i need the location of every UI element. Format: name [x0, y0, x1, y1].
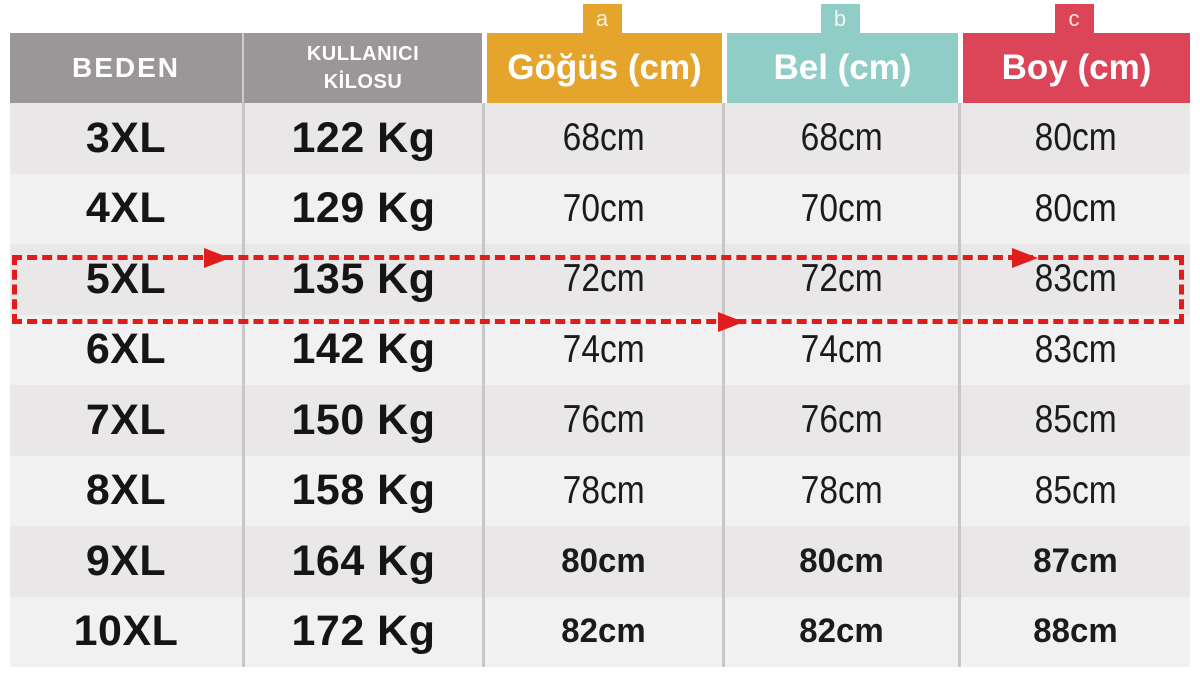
chest-cell: 74cm: [482, 314, 722, 385]
chest-cell: 80cm: [482, 526, 722, 597]
weight-cell: 158 Kg: [242, 455, 482, 526]
table-row: 3XL 122 Kg 68cm 68cm 80cm: [10, 103, 1190, 174]
header-user-weight: KULLANICI KİLOSU: [242, 33, 482, 103]
marker-a-slot: a: [482, 4, 722, 33]
length-cell: 85cm: [958, 385, 1190, 456]
header-waist: Bel (cm): [722, 33, 958, 103]
chest-cell: 68cm: [482, 103, 722, 174]
waist-cell: 72cm: [722, 244, 958, 315]
size-cell: 9XL: [85, 536, 167, 585]
waist-cell: 76cm: [722, 385, 958, 456]
waist-cell: 80cm: [722, 526, 958, 597]
waist-cell: 74cm: [722, 314, 958, 385]
table-body: 3XL 122 Kg 68cm 68cm 80cm 4XL 129 Kg 70c…: [10, 103, 1190, 667]
column-marker-row: a b c: [10, 4, 1190, 33]
table-row: 4XL 129 Kg 70cm 70cm 80cm: [10, 173, 1190, 244]
size-chart-table: a b c BEDEN KULLANICI KİLOSU Göğüs (cm) …: [10, 0, 1190, 667]
marker-b-slot: b: [722, 4, 958, 33]
chest-cell: 72cm: [482, 244, 722, 315]
waist-cell: 70cm: [722, 173, 958, 244]
table-row: 6XL 142 Kg 74cm 74cm 83cm: [10, 314, 1190, 385]
chest-cell: 82cm: [482, 596, 722, 667]
header-size: BEDEN: [10, 33, 242, 103]
header-chest: Göğüs (cm): [482, 33, 722, 103]
size-cell: 10XL: [73, 607, 179, 656]
marker-a-tab: a: [582, 4, 622, 33]
length-cell: 88cm: [958, 596, 1190, 667]
size-cell: 6XL: [85, 325, 167, 374]
table-row: 5XL 135 Kg 72cm 72cm 83cm: [10, 244, 1190, 315]
weight-cell: 150 Kg: [242, 385, 482, 456]
length-cell: 80cm: [958, 173, 1190, 244]
table-row: 10XL 172 Kg 82cm 82cm 88cm: [10, 596, 1190, 667]
chest-cell: 78cm: [482, 455, 722, 526]
size-cell: 8XL: [85, 466, 167, 515]
weight-cell: 172 Kg: [242, 596, 482, 667]
table-header-row: BEDEN KULLANICI KİLOSU Göğüs (cm) Bel (c…: [10, 33, 1190, 103]
marker-c-tab: c: [1054, 4, 1094, 33]
size-cell: 5XL: [85, 254, 167, 303]
header-length: Boy (cm): [958, 33, 1190, 103]
waist-cell: 68cm: [722, 103, 958, 174]
size-cell: 7XL: [85, 395, 167, 444]
length-cell: 87cm: [958, 526, 1190, 597]
waist-cell: 78cm: [722, 455, 958, 526]
table-row: 9XL 164 Kg 80cm 80cm 87cm: [10, 526, 1190, 597]
table-row: 8XL 158 Kg 78cm 78cm 85cm: [10, 455, 1190, 526]
marker-a-label: a: [595, 5, 609, 31]
weight-cell: 129 Kg: [242, 173, 482, 244]
size-cell: 3XL: [85, 113, 167, 162]
marker-b-tab: b: [820, 4, 860, 33]
marker-c-label: c: [1068, 5, 1080, 31]
table-row: 7XL 150 Kg 76cm 76cm 85cm: [10, 385, 1190, 456]
marker-b-label: b: [833, 5, 847, 31]
length-cell: 83cm: [958, 314, 1190, 385]
waist-cell: 82cm: [722, 596, 958, 667]
chest-cell: 76cm: [482, 385, 722, 456]
length-cell: 85cm: [958, 455, 1190, 526]
weight-cell: 122 Kg: [242, 103, 482, 174]
size-cell: 4XL: [85, 184, 167, 233]
weight-cell: 164 Kg: [242, 526, 482, 597]
weight-cell: 135 Kg: [242, 244, 482, 315]
weight-cell: 142 Kg: [242, 314, 482, 385]
length-cell: 80cm: [958, 103, 1190, 174]
length-cell: 83cm: [958, 244, 1190, 315]
chest-cell: 70cm: [482, 173, 722, 244]
marker-c-slot: c: [958, 4, 1190, 33]
